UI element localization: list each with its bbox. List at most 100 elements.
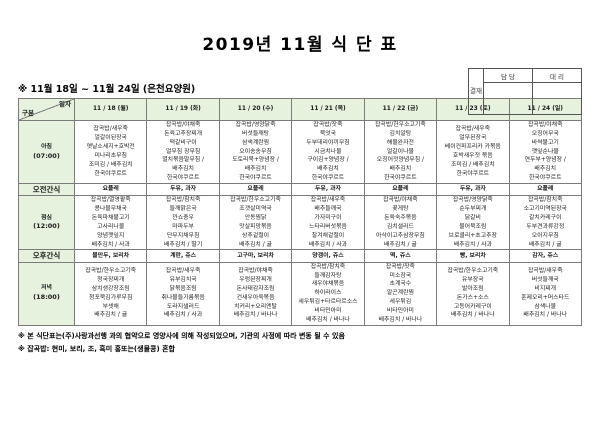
menu-item: 잡곡밥/새우죽 xyxy=(93,126,128,133)
row-label-text: 점심 xyxy=(41,214,52,221)
cell-점심-0: 잡곡밥/열영팥죽 콩나물무채국 돈육파채불고기 고사리나물 양념깻잎지 배추김치 / 사과 xyxy=(73,195,148,251)
header-corner-cell: 일자 구분 xyxy=(18,98,75,121)
menu-item: 소고기미역된장국 xyxy=(523,206,567,213)
header-date-3: 11 / 21 (목) xyxy=(291,98,365,121)
menu-item: 한국야쿠르트 xyxy=(94,170,127,177)
menu-item: 버섯들깨탕 xyxy=(242,130,270,137)
menu-item: 한국야쿠르트 xyxy=(166,175,200,182)
approval-header-deputy: 대 리 xyxy=(532,68,582,83)
menu-item: 마파두부 xyxy=(172,223,194,230)
menu-item: 한국야쿠르트 xyxy=(529,175,562,182)
menu-item: 시금치나물 xyxy=(314,148,342,155)
cell-오후간식-0: 물만두, 보리차 xyxy=(73,249,148,263)
menu-item: 잡곡밥/영양닭죽 xyxy=(235,122,276,128)
menu-item: 배추김치 xyxy=(534,166,557,173)
menu-item: 청포묵김가루무침 xyxy=(89,294,133,301)
menu-item: 떡갈비구이 xyxy=(169,139,197,146)
row-label-text: 오후간식 xyxy=(32,251,61,261)
cell-아침-6: 잡곡밥/야채죽 오징어무국 바싹불고기 깻잎순나물 연두부+양념장 / 배추김치 한국야쿠르… xyxy=(508,119,583,185)
cell-저녁-4: 잡곡밥/잣죽 미소장국 초계국수 알곤계란찜 세우튀김 비타민아미 배추김치 / 바나나 xyxy=(363,261,438,326)
approval-sign-manager[interactable] xyxy=(483,82,533,115)
menu-item: 브로콜리+초고추장 xyxy=(448,232,497,239)
cell-저녁-2: 잡곡밥/야채죽 우렁된장찌개 돈사태감자조림 건새우아욱볶음 치커리+오리엔탈 배추김치 … xyxy=(218,261,293,326)
menu-item: 잡곡밥/참치죽 xyxy=(528,197,563,204)
menu-row-아침: 아침 (07:00) 잡곡밥/새우죽 얼갈이된장국 옛날소세지+호박전 미나리초무침 조미김… xyxy=(18,119,583,185)
menu-item: 돈사태감자조림 xyxy=(236,285,275,292)
menu-item: 배추김치 / 귤 xyxy=(528,241,562,248)
menu-item: 안동찜닭 xyxy=(244,214,267,221)
footer-note-1: ※ 잡곡밥: 현미, 보리, 조, 흑미 홍또는(생물콩) 혼합 xyxy=(18,344,175,353)
menu-item: 단무지채무침 xyxy=(166,232,200,239)
menu-item: 삼색나물 xyxy=(534,303,557,310)
menu-item: 돈육고추장찌개 xyxy=(164,130,203,137)
menu-item: 한국야쿠르트 xyxy=(239,175,272,182)
menu-item: 오이지무침 xyxy=(531,232,559,239)
menu-body: 아침 (07:00) 잡곡밥/새우죽 얼갈이된장국 옛날소세지+호박전 미나리초무침 조미김… xyxy=(18,119,583,326)
cell-점심-1: 잡곡밥/참치죽 들깨맑은국 깐쇼중우 마파두부 단무지채무침 배추김치 / 딸기 xyxy=(146,195,220,251)
cell-오후간식-1: 계란, 쥬스 xyxy=(146,249,220,263)
row-label-오후간식: 오후간식 xyxy=(18,249,75,263)
cell-아침-4: 잡곡밥/한우소고기죽 김치알탕 해물완자전 얼갈이나물 오징어젓양념무침 / 배추김치 한국… xyxy=(363,119,438,185)
menu-item: 해물완자전 xyxy=(386,139,414,146)
menu-item: 배추김치 / 바나나 xyxy=(306,316,350,323)
menu-item: 한국야쿠르트 xyxy=(456,170,490,177)
cell-오전간식-1: 두유, 과자 xyxy=(146,183,220,197)
menu-item: 잡곡밥/새우죽 xyxy=(165,268,201,275)
approval-box: 결재 담 당 대 리 xyxy=(468,68,582,115)
cell-오후간식-4: 떡, 쥬스 xyxy=(363,249,438,263)
menu-item: 한국야쿠르트 xyxy=(311,175,345,182)
menu-item: 호박새우젓 볶음 xyxy=(452,153,493,159)
menu-item: 배추김치 / 바나나 xyxy=(378,316,423,323)
menu-item: 상추겉절이 xyxy=(242,232,270,239)
cell-오후간식-3: 양갱이, 쥬스 xyxy=(291,249,365,263)
menu-item: 도라지샐러드 xyxy=(166,303,200,310)
menu-item: 잡곡밥/참치죽 xyxy=(165,197,201,204)
menu-item: 부셋채 xyxy=(102,303,119,310)
menu-item: 콩나물무채국 xyxy=(94,206,127,213)
menu-item: 배추김치 / 바나나 xyxy=(233,312,278,319)
menu-item: 하이라이스 xyxy=(314,290,342,297)
cell-점심-2: 잡곡밥/한우소고기죽 조갯살미역국 안동찜닭 맛살피망볶음 상추겉절이 배추김치 / 귤 xyxy=(218,195,293,251)
menu-item: 알곤계란찜 xyxy=(386,290,414,297)
menu-item: 삼색계란찜 xyxy=(242,139,270,146)
row-label-time: (12:00) xyxy=(33,222,60,231)
row-label-저녁: 저녁 (18:00) xyxy=(18,261,75,326)
cell-점심-3: 잡곡밥/새우죽 배추들깨국 가자미구이 느타리버섯볶음 찰겨채겉절이 배추김치 / 사과 xyxy=(291,195,365,251)
menu-item: 맛살피망볶음 xyxy=(239,223,272,230)
menu-item: 조갯살미역국 xyxy=(239,206,272,213)
menu-item: 순두부찌개 xyxy=(459,206,487,213)
menu-item: 잡곡밥/참치죽 xyxy=(310,263,346,270)
menu-item: 오징어젓양념무침 / xyxy=(376,157,424,164)
cell-오전간식-0: 요플레 xyxy=(73,183,148,197)
menu-item: 발아조림 xyxy=(461,285,484,292)
menu-item: 배추김치 / 바나나 xyxy=(523,312,568,319)
menu-item: 돈육숙주볶음 xyxy=(384,214,417,221)
menu-item: 배추김치 / 귤 xyxy=(94,312,128,319)
menu-item: 깻잎순나물 xyxy=(531,148,559,155)
menu-row-오전간식: 오전간식 요플레 두유, 과자 요플레 두유, 과자 요플레 두유, 과자 요플레 xyxy=(18,183,583,197)
menu-item: 잡곡밥/영양닭죽 xyxy=(452,197,493,204)
menu-item: 잡곡밥/새우죽 xyxy=(310,197,346,204)
menu-item: 비타민아미 xyxy=(314,307,342,314)
menu-item: 닭볶음조림 xyxy=(169,285,197,292)
menu-item: 깐쇼중우 xyxy=(172,214,194,221)
menu-row-점심: 점심 (12:00) 잡곡밥/열영팥죽 콩나물무채국 돈육파채불고기 고사리나물 양념깻잎지… xyxy=(18,195,583,251)
approval-sign-deputy[interactable] xyxy=(532,82,582,115)
menu-item: 도토리묵+양념장 / xyxy=(232,157,279,164)
menu-item: 두부견과류강정 xyxy=(526,223,565,230)
menu-item: 잡곡밥/잣죽 xyxy=(313,122,343,128)
cell-점심-5: 잡곡밥/영양닭죽 순두부찌개 닭갈비 물어묵조림 브로콜리+초고추장 배추김치 / 사과 xyxy=(436,195,510,251)
menu-item: 양념깻잎지 xyxy=(97,232,125,239)
cell-오전간식-3: 두유, 과자 xyxy=(291,183,365,197)
menu-item: 미나리초무침 xyxy=(94,153,127,159)
menu-item: 배추김치 / 귤 xyxy=(239,241,272,248)
menu-item: 우렁된장찌개 xyxy=(239,276,272,283)
menu-item: 비지찌개 xyxy=(534,285,557,292)
menu-item: 잡곡밥/한우소고기죽 xyxy=(447,268,499,275)
menu-item: 얼갈이된장국 xyxy=(94,135,127,142)
menu-item: 두부데리야끼무침 xyxy=(306,139,350,146)
menu-item: 잡곡밥/새우죽 xyxy=(455,126,491,133)
row-label-time: (18:00) xyxy=(33,293,60,302)
menu-item: 갈치카레구이 xyxy=(529,214,562,221)
